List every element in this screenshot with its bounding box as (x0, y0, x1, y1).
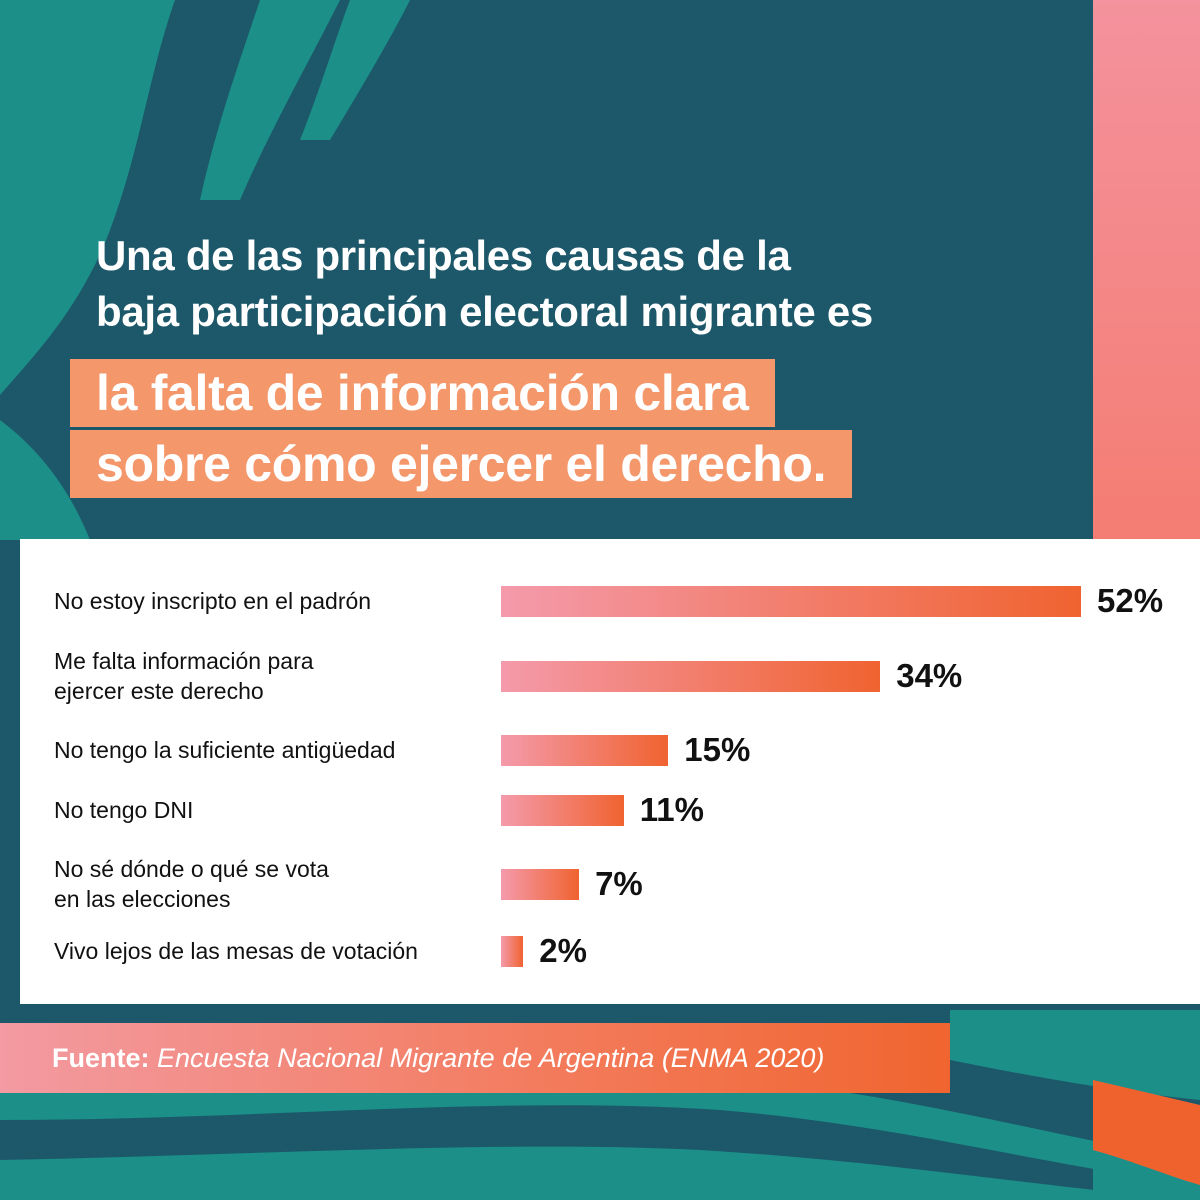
category-label-line: No tengo DNI (54, 797, 194, 823)
source: Fuente: Encuesta Nacional Migrante de Ar… (52, 1040, 824, 1076)
value-label: 2% (539, 932, 587, 969)
teal-wave-bottom-2 (0, 1146, 1200, 1200)
category-label: Vivo lejos de las mesas de votación (54, 936, 418, 966)
value-label: 15% (684, 731, 751, 768)
pink-strip (1093, 0, 1200, 540)
teal-wave-right (950, 1010, 1200, 1100)
value-label: 11% (639, 791, 704, 828)
heading-line-1: Una de las principales causas de la (96, 232, 791, 279)
source-label: Fuente: (52, 1043, 150, 1073)
teal-wave-top-right (300, 0, 410, 140)
category-label-line: No sé dónde o qué se vota (54, 856, 329, 882)
category-label-line: Vivo lejos de las mesas de votación (54, 938, 418, 964)
category-label: No estoy inscripto en el padrón (54, 586, 371, 616)
bar (501, 868, 580, 900)
category-label-line: No estoy inscripto en el padrón (54, 588, 372, 614)
category-label-line: No tengo la suficiente antigüedad (54, 737, 396, 763)
bar-chart: No estoy inscripto en el padrón 52% Me fal… (20, 539, 1200, 1004)
bar (501, 794, 624, 826)
bar (501, 734, 669, 766)
category-label-line: ejercer este derecho (54, 678, 264, 704)
category-label: No tengo DNI (54, 795, 193, 825)
heading-line-2: baja participación electoral migrante es (96, 288, 873, 335)
category-label-line: en las elecciones (54, 886, 231, 912)
source-text: Encuesta Nacional Migrante de Argentina … (157, 1043, 825, 1073)
heading: Una de las principales causas de la baja… (96, 228, 873, 340)
highlight-line-1: la falta de información clara (70, 359, 775, 427)
teal-wave-top-left (0, 0, 175, 395)
value-label: 52% (1097, 582, 1164, 619)
teal-wave-left (0, 420, 90, 540)
bar (501, 660, 881, 692)
category-label: No tengo la suficiente antigüedad (54, 735, 395, 765)
highlight-line-2: sobre cómo ejercer el derecho. (70, 430, 853, 498)
category-label: Me falta información para ejercer este de… (54, 646, 314, 706)
value-label: 7% (595, 865, 643, 902)
value-label: 34% (896, 657, 963, 694)
bar (501, 935, 524, 967)
teal-wave-top-mid (200, 0, 340, 200)
category-label: No sé dónde o qué se vota en las eleccion… (54, 854, 329, 914)
source-band (0, 1023, 950, 1093)
bar (501, 585, 1081, 617)
category-label-line: Me falta información para (54, 648, 314, 674)
